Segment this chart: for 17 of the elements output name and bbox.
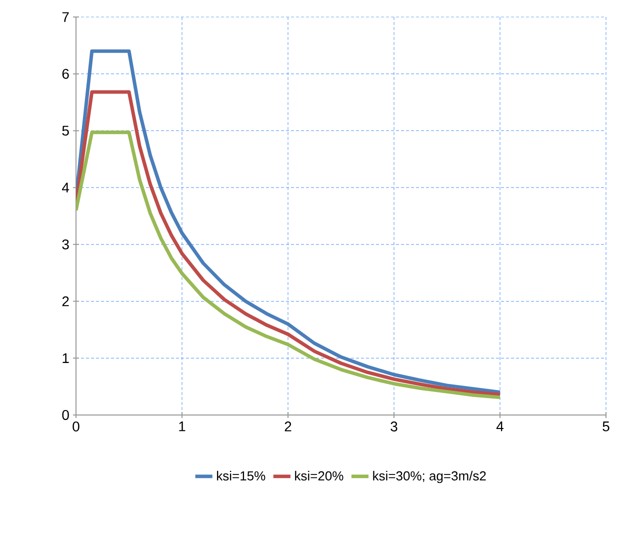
y-tick-label: 7 [62,12,69,22]
x-tick-label: 4 [496,422,504,432]
y-tick-label: 4 [62,182,70,192]
x-tick-label: 5 [602,422,610,432]
legend-label: ksi=15% [217,470,266,480]
y-tick-label: 3 [62,239,69,250]
y-tick-label: 1 [62,353,69,363]
x-tick-label: 2 [284,422,292,432]
legend-label: ksi=20% [295,470,344,480]
x-tick-label: 0 [72,422,80,432]
y-tick-label: 0 [62,410,69,420]
y-tick-label: 5 [62,126,69,136]
legend-label: ksi=30%; ag=3m/s2 [373,470,486,484]
y-tick-label: 2 [62,296,69,306]
x-tick-label: 3 [390,422,398,432]
y-tick-label: 6 [62,68,69,79]
x-tick-label: 1 [179,422,186,432]
